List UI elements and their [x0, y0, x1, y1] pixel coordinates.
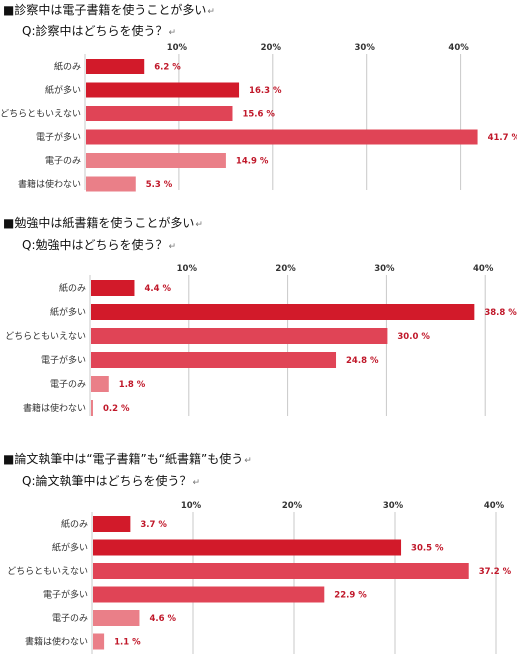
- return-mark-icon: ↵: [168, 242, 177, 252]
- return-mark-icon: ↵: [195, 220, 203, 230]
- bar: [93, 610, 140, 626]
- value-label: 41.7 %: [488, 133, 517, 143]
- bar: [93, 633, 105, 650]
- return-mark-icon: ↵: [244, 456, 252, 466]
- category-label: 電子が多い: [36, 131, 81, 143]
- bar: [86, 82, 240, 98]
- bar: [93, 563, 469, 579]
- category-label: 紙が多い: [50, 306, 86, 318]
- value-label: 22.9 %: [334, 591, 367, 601]
- category-label: 電子が多い: [43, 589, 88, 601]
- category-label: 電子のみ: [45, 156, 81, 167]
- bar: [91, 304, 475, 320]
- value-label: 4.4 %: [144, 284, 171, 294]
- value-label: 15.6 %: [242, 110, 275, 120]
- value-label: 30.5 %: [411, 544, 444, 554]
- bar: [91, 376, 109, 392]
- category-label: 書籍は使わない: [23, 402, 86, 414]
- chart-2-plot: 10% 20% 30% 40% 紙のみ 4.4 % 紙が多い 38.8 % どちらともいえない 3…: [5, 264, 517, 416]
- value-label: 4.6 %: [149, 614, 176, 624]
- bar: [86, 59, 145, 74]
- bar: [91, 280, 135, 296]
- value-label: 1.1 %: [114, 638, 141, 648]
- tick-label: 10%: [177, 264, 198, 274]
- chart-3-title-line: ■論文執筆中は“電子書籍”も“紙書籍”も使う↵: [3, 452, 252, 468]
- return-mark-icon: ↵: [168, 28, 177, 38]
- category-label: 紙のみ: [61, 518, 88, 530]
- category-label: 電子が多い: [41, 354, 86, 366]
- chart-1-subtitle: Q:診察中はどちらを使う？: [22, 24, 168, 38]
- value-label: 5.3 %: [146, 180, 173, 190]
- value-label: 16.3 %: [249, 86, 282, 96]
- tick-label: 40%: [448, 43, 469, 53]
- category-label: 書籍は使わない: [18, 178, 81, 190]
- bar: [93, 539, 402, 556]
- chart-2-title: ■勉強中は紙書籍を使うことが多い: [3, 216, 195, 230]
- value-label: 1.8 %: [119, 380, 146, 390]
- chart-1-question-line: Q:診察中はどちらを使う？↵: [22, 24, 176, 40]
- tick-label: 30%: [355, 43, 376, 53]
- value-label: 38.8 %: [484, 308, 517, 318]
- chart-3-question-line: Q:論文執筆中はどちらを使う？↵: [22, 474, 200, 490]
- tick-label: 20%: [282, 501, 303, 511]
- category-label: どちらともいえない: [7, 566, 88, 577]
- value-label: 24.8 %: [346, 356, 379, 366]
- bar: [86, 106, 233, 121]
- category-label: 紙のみ: [54, 61, 81, 73]
- chart-1-title: ■診察中は電子書籍を使うことが多い: [3, 3, 207, 17]
- value-label: 3.7 %: [140, 520, 167, 530]
- category-label: 電子のみ: [52, 613, 88, 624]
- category-label: どちらともいえない: [0, 109, 81, 120]
- category-label: 電子のみ: [50, 379, 86, 390]
- category-label: 書籍は使わない: [25, 636, 88, 648]
- chart-3-plot: 10% 20% 30% 40% 紙のみ 3.7 % 紙が多い 30.5 % どちらともいえない 3…: [7, 501, 512, 654]
- chart-2-question-line: Q:勉強中はどちらを使う？↵: [22, 238, 176, 254]
- chart-2-title-line: ■勉強中は紙書籍を使うことが多い↵: [3, 216, 203, 232]
- tick-label: 30%: [374, 264, 395, 274]
- tick-label: 40%: [484, 501, 505, 511]
- category-label: 紙が多い: [45, 84, 81, 96]
- chart-2-subtitle: Q:勉強中はどちらを使う？: [22, 238, 168, 252]
- bar: [93, 586, 325, 603]
- bar: [86, 153, 226, 168]
- tick-label: 10%: [167, 43, 188, 53]
- category-label: 紙のみ: [59, 282, 86, 294]
- tick-label: 20%: [261, 43, 282, 53]
- value-label: 6.2 %: [154, 63, 181, 73]
- bar: [86, 176, 136, 192]
- bar: [91, 352, 337, 368]
- bar: [86, 129, 478, 145]
- value-label: 0.2 %: [103, 404, 130, 414]
- tick-label: 10%: [181, 501, 202, 511]
- bar: [91, 328, 388, 344]
- value-label: 30.0 %: [397, 332, 430, 342]
- chart-1-plot: 10% 20% 30% 40% 紙のみ 6.2 % 紙が多い 16.3 % どちらともいえない 1…: [0, 43, 517, 192]
- chart-1-title-line: ■診察中は電子書籍を使うことが多い↵: [3, 3, 215, 19]
- tick-label: 20%: [275, 264, 296, 274]
- bar: [93, 516, 131, 532]
- chart-3-title: ■論文執筆中は“電子書籍”も“紙書籍”も使う: [3, 452, 244, 466]
- value-label: 37.2 %: [479, 567, 512, 577]
- chart-3-subtitle: Q:論文執筆中はどちらを使う？: [22, 474, 192, 488]
- tick-label: 30%: [383, 501, 404, 511]
- category-label: 紙が多い: [52, 542, 88, 554]
- value-label: 14.9 %: [236, 157, 269, 167]
- tick-label: 40%: [473, 264, 494, 274]
- return-mark-icon: ↵: [192, 478, 201, 488]
- return-mark-icon: ↵: [207, 7, 215, 17]
- category-label: どちらともいえない: [5, 331, 86, 342]
- bar: [91, 400, 93, 416]
